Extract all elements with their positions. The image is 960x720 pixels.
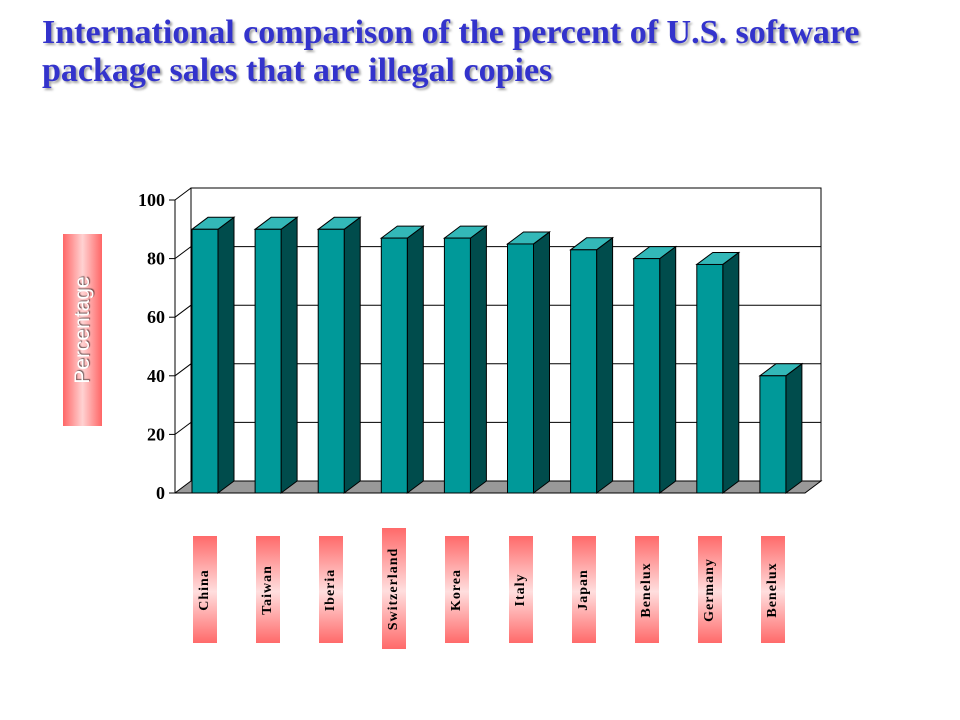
- gridline-diagonal: [174, 246, 192, 260]
- bar: [442, 225, 488, 494]
- bar-front: [443, 237, 471, 494]
- chart-title: International comparison of the percent …: [42, 14, 860, 89]
- y-tick-label: 80: [147, 249, 165, 269]
- category-label-box: Iberia: [319, 536, 344, 643]
- gridline-diagonal: [174, 421, 192, 435]
- y-axis-label-box: Percentage: [63, 234, 102, 426]
- category-label: Korea: [449, 568, 465, 611]
- category-label-box: China: [193, 536, 217, 643]
- bar-front: [759, 375, 787, 494]
- bar-side: [785, 362, 803, 494]
- category-label: Benelux: [638, 561, 654, 618]
- category-label-box: Italy: [508, 536, 533, 643]
- category-label: Taiwan: [260, 564, 276, 615]
- bar: [379, 225, 425, 494]
- bar-front: [507, 243, 534, 494]
- y-tick-label: 0: [156, 483, 165, 503]
- category-label: Iberia: [323, 568, 339, 611]
- category-label: Switzerland: [386, 547, 402, 630]
- category-label: Italy: [512, 573, 528, 606]
- bar-side: [217, 216, 235, 494]
- category-label-box: Benelux: [634, 536, 659, 643]
- category-label-box: Switzerland: [382, 528, 407, 649]
- bar: [695, 251, 741, 494]
- bar-front: [570, 249, 598, 494]
- category-label: Germany: [701, 557, 717, 622]
- category-label-box: Benelux: [760, 536, 785, 643]
- bar: [506, 230, 551, 494]
- bar-front: [633, 258, 661, 494]
- bar-front: [380, 237, 408, 494]
- category-label-box: Germany: [697, 536, 722, 643]
- y-tick-label: 100: [138, 190, 165, 210]
- bar: [316, 216, 362, 494]
- category-label: Benelux: [764, 561, 780, 618]
- category-label: China: [197, 568, 212, 611]
- bar-side: [533, 230, 550, 494]
- bar: [190, 216, 236, 494]
- bar-side: [469, 225, 487, 494]
- category-label: Japan: [575, 568, 591, 611]
- bars: [190, 216, 804, 494]
- bar-front: [317, 228, 345, 494]
- gridline-diagonal: [174, 304, 192, 318]
- bar-front: [191, 228, 219, 494]
- y-tick-label: 40: [147, 366, 165, 386]
- bar-front: [254, 228, 282, 494]
- bar-side: [659, 245, 677, 494]
- y-axis: 0 20 40 60 80 100: [138, 190, 176, 503]
- bar: [758, 362, 804, 494]
- bar-side: [722, 251, 740, 494]
- category-label-box: Korea: [445, 536, 470, 643]
- bar-front: [696, 263, 724, 494]
- y-tick-label: 20: [147, 424, 165, 444]
- gridline-diagonal: [174, 363, 192, 377]
- category-label-box: Taiwan: [256, 536, 281, 643]
- bar-side: [406, 225, 424, 494]
- bar-side: [343, 216, 361, 494]
- bar: [632, 245, 678, 494]
- bar: [569, 236, 615, 494]
- bar-side: [280, 216, 298, 494]
- y-tick-label: 60: [147, 307, 165, 327]
- category-label-box: Japan: [571, 536, 596, 643]
- bar-side: [596, 236, 614, 494]
- bar: [253, 216, 299, 494]
- gridline-diagonal: [174, 187, 192, 201]
